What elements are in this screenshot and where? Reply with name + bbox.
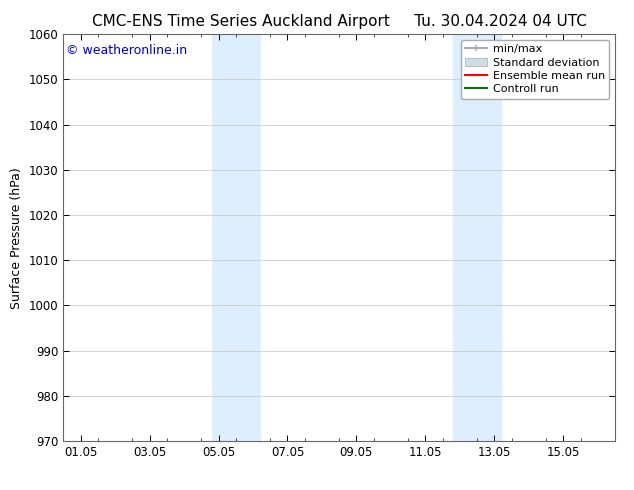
Title: CMC-ENS Time Series Auckland Airport     Tu. 30.04.2024 04 UTC: CMC-ENS Time Series Auckland Airport Tu.… [92, 14, 586, 29]
Bar [212, 34, 260, 441]
Text: © weatheronline.in: © weatheronline.in [66, 45, 187, 57]
Y-axis label: Surface Pressure (hPa): Surface Pressure (hPa) [10, 167, 23, 309]
Legend: min/max, Standard deviation, Ensemble mean run, Controll run: min/max, Standard deviation, Ensemble me… [460, 40, 609, 99]
Bar [453, 34, 501, 441]
